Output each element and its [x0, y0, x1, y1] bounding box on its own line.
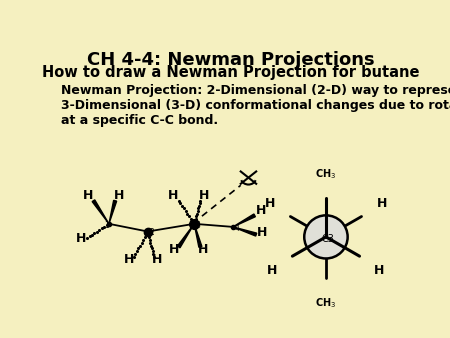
Point	[146, 237, 153, 243]
Point	[191, 219, 198, 224]
Point	[192, 216, 199, 221]
Point	[96, 227, 103, 233]
Text: How to draw a Newman Projection for butane: How to draw a Newman Projection for buta…	[42, 65, 419, 80]
Point	[189, 219, 196, 224]
Point	[84, 235, 91, 240]
Point	[89, 232, 96, 237]
Point	[144, 229, 151, 234]
Text: H: H	[198, 243, 209, 256]
Point	[141, 235, 148, 240]
Point	[175, 198, 182, 203]
Text: H: H	[267, 264, 278, 277]
Polygon shape	[177, 224, 194, 248]
Point	[138, 240, 145, 245]
Text: 1: 1	[104, 221, 109, 231]
Point	[150, 254, 158, 260]
Text: H: H	[168, 189, 179, 202]
Text: C3: C3	[322, 234, 335, 244]
Point	[98, 226, 105, 231]
Text: H: H	[152, 253, 162, 266]
Text: CH$_3$: CH$_3$	[315, 167, 337, 181]
Text: H: H	[169, 243, 179, 256]
Text: H: H	[377, 196, 387, 210]
Point	[182, 208, 189, 214]
Point	[149, 251, 157, 257]
Point	[185, 213, 193, 219]
Point	[195, 203, 203, 209]
Point	[195, 206, 202, 211]
Point	[194, 211, 201, 216]
Point	[191, 221, 198, 226]
Point	[179, 203, 186, 209]
Point	[132, 251, 139, 257]
Point	[148, 243, 155, 248]
Point	[180, 206, 188, 211]
Point	[130, 254, 137, 260]
Point	[149, 248, 156, 254]
Point	[184, 211, 191, 216]
Point	[147, 240, 154, 245]
Text: H: H	[76, 232, 86, 245]
Circle shape	[304, 215, 348, 259]
Text: H: H	[114, 189, 124, 202]
Text: 3: 3	[196, 221, 201, 230]
Point	[91, 231, 98, 236]
Point	[93, 229, 100, 234]
Text: H: H	[265, 196, 275, 210]
Polygon shape	[233, 227, 256, 236]
Text: H: H	[199, 189, 209, 202]
Text: H: H	[374, 264, 385, 277]
Point	[143, 232, 150, 237]
Point	[136, 243, 144, 248]
Text: H: H	[256, 204, 266, 217]
Point	[148, 246, 155, 251]
Polygon shape	[194, 224, 202, 247]
Point	[187, 216, 194, 221]
Point	[140, 237, 147, 243]
Text: H: H	[83, 189, 93, 202]
Point	[103, 223, 110, 228]
Point	[144, 229, 151, 234]
Point	[194, 208, 201, 214]
Point	[191, 221, 198, 226]
Text: H: H	[124, 253, 134, 266]
Text: CH$_3$: CH$_3$	[315, 296, 337, 310]
Polygon shape	[233, 214, 256, 227]
Text: 2: 2	[149, 228, 154, 237]
Point	[86, 234, 93, 239]
Point	[177, 200, 184, 206]
Text: 4: 4	[234, 224, 239, 233]
Text: CH 4-4: Newman Projections: CH 4-4: Newman Projections	[87, 51, 374, 69]
Polygon shape	[92, 200, 109, 224]
Point	[133, 248, 140, 254]
Point	[197, 198, 204, 203]
Point	[196, 200, 203, 206]
Point	[105, 221, 112, 226]
Point	[145, 235, 153, 240]
Point	[135, 246, 142, 251]
Point	[100, 224, 108, 230]
Polygon shape	[109, 200, 117, 224]
Point	[145, 232, 152, 237]
Text: H: H	[257, 226, 268, 239]
Point	[193, 213, 200, 219]
Text: Newman Projection: 2-Dimensional (2-D) way to represent
3-Dimensional (3-D) conf: Newman Projection: 2-Dimensional (2-D) w…	[61, 84, 450, 127]
